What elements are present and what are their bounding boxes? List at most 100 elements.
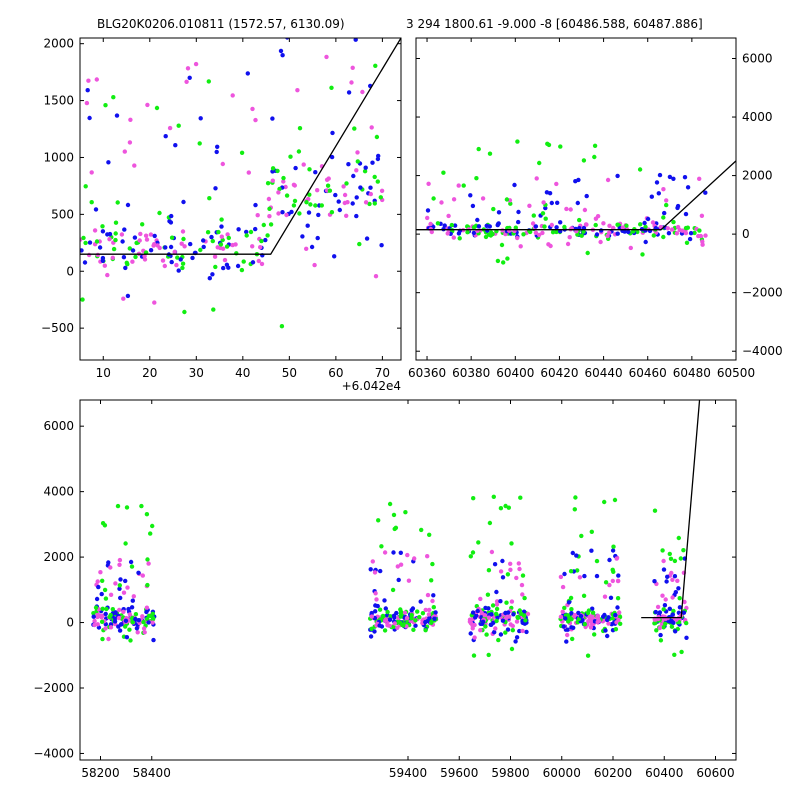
season-pink-point (680, 228, 685, 233)
full-blue-point (500, 618, 506, 623)
full-green-point (369, 626, 374, 631)
zoom-green-point (329, 85, 334, 91)
season-blue-point (688, 231, 694, 236)
zoom-blue-point (82, 260, 88, 265)
full-green-point (382, 628, 388, 633)
full-pink-point (425, 592, 431, 598)
full-green-point (103, 596, 109, 601)
full-green-point (385, 609, 390, 615)
zoom-green-point (275, 168, 280, 174)
season-blue-point (642, 220, 647, 226)
zoom-pink-point (132, 163, 137, 168)
zoom-green-point (103, 103, 108, 108)
zoom-green-point (175, 255, 180, 260)
zoom-green-point (327, 188, 333, 193)
season-pink-point (428, 221, 433, 227)
season-green-point (487, 151, 493, 156)
zoom-pink-point (212, 254, 218, 259)
zoom-blue-point (253, 202, 258, 208)
full-green-point (613, 627, 619, 632)
full-pink-point (370, 559, 375, 564)
zoom-blue-point (215, 144, 220, 149)
full-green-point (572, 507, 577, 512)
full-green-point (144, 512, 150, 517)
zoom-green-point (169, 235, 175, 240)
zoom-pink-point (230, 242, 235, 248)
season-pink-point (598, 239, 603, 245)
season-green-point (640, 252, 645, 257)
full-pink-point (121, 609, 126, 614)
zoom-blue-point (351, 173, 356, 179)
full-blue-point (498, 599, 503, 604)
full-blue-point (136, 570, 141, 575)
full-pink-point (117, 562, 122, 567)
full-pink-point (121, 590, 127, 595)
full-pink-point (519, 582, 525, 588)
full-pink-point (103, 626, 108, 631)
full-blue-point (561, 624, 566, 629)
zoom-pink-point (184, 79, 189, 85)
zoom-blue-point (350, 201, 355, 206)
full-green-point (471, 653, 477, 658)
full-green-point (145, 557, 150, 562)
full-pink-point (405, 552, 410, 558)
season-blue-point (682, 175, 688, 180)
full-pink-point (395, 564, 400, 569)
full-blue-point (116, 624, 121, 629)
zoom-green-point (244, 233, 249, 238)
full-green-point (430, 561, 435, 567)
zoom-green-point (319, 203, 324, 208)
full-green-point (582, 622, 587, 627)
full-green-point (573, 495, 578, 500)
full-blue-point (433, 610, 438, 615)
zoom-blue-point (173, 143, 178, 148)
full-blue-point (606, 615, 611, 620)
full-pink-point (372, 570, 378, 575)
full-blue-point (413, 623, 418, 628)
zoom-blue-point (178, 257, 183, 262)
zoom-blue-point (100, 258, 106, 263)
full-green-point (127, 627, 132, 632)
full-pink-point (607, 582, 612, 588)
full-blue-point (470, 610, 476, 615)
full-green-point (100, 636, 105, 642)
full-green-point (510, 628, 515, 633)
season-blue-point (533, 224, 539, 229)
zoom-pink-point (128, 117, 133, 123)
zoom-green-point (83, 184, 88, 189)
full-pink-point (468, 621, 474, 626)
full-pink-point (108, 565, 113, 570)
season-blue-point (687, 236, 693, 242)
season-blue-point (425, 208, 431, 213)
full-green-point (594, 558, 600, 564)
full-blue-point (658, 632, 663, 638)
full-green-point (676, 535, 681, 541)
full-blue-point (503, 610, 508, 616)
full-green-point (99, 619, 105, 624)
left-panel-title: BLG20K0206.010811 (1572.57, 6130.09) (97, 17, 345, 31)
full-blue-point (369, 610, 374, 616)
season-green-point (542, 224, 547, 229)
full-pink-point (517, 566, 522, 572)
full-pink-point (525, 611, 531, 617)
season-xtick-label: 60460 (629, 366, 667, 380)
season-blue-point (573, 179, 578, 184)
season-pink-point (518, 244, 523, 249)
season-green-point (491, 206, 496, 212)
zoom-green-point (313, 203, 318, 208)
full-blue-point (657, 610, 663, 615)
season-blue-point (657, 172, 663, 178)
full-pink-point (670, 577, 675, 582)
full-green-point (671, 608, 676, 614)
zoom-green-point (374, 134, 380, 140)
zoom-pink-point (368, 191, 373, 197)
zoom-green-point (156, 33, 160, 37)
zoom-pink-point (105, 272, 110, 278)
full-green-point (612, 497, 618, 503)
zoom-pink-point (230, 93, 235, 98)
full-blue-point (130, 598, 135, 603)
season-green-point (637, 167, 643, 172)
full-pink-point (514, 619, 520, 624)
zoom-blue-point (132, 235, 138, 240)
full-pink-point (595, 613, 600, 619)
